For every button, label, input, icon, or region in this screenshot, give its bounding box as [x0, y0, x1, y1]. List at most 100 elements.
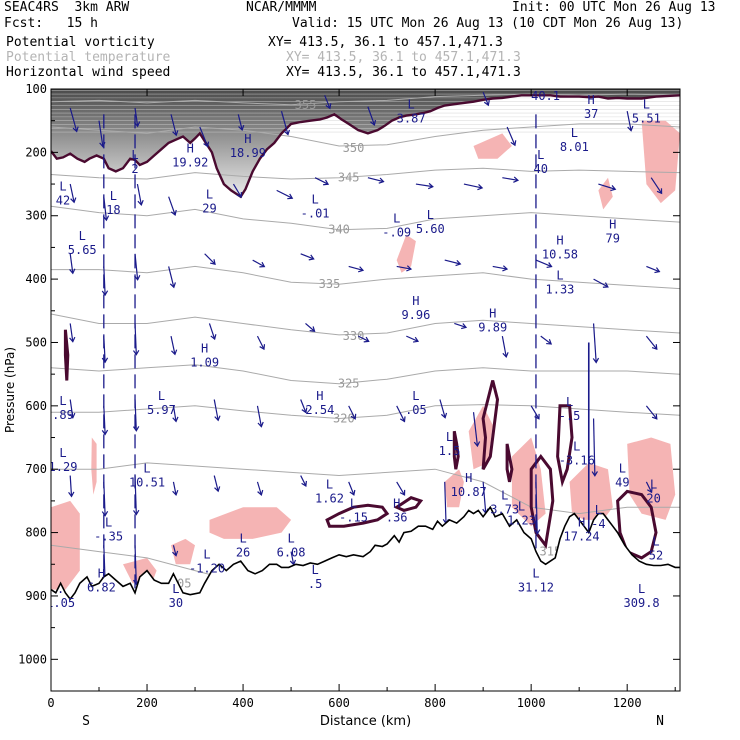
wind-arrow — [592, 323, 597, 363]
extremum-type: L — [287, 531, 294, 545]
wind-arrow — [396, 481, 406, 496]
wind-arrow — [69, 475, 73, 497]
extremum-type: L — [131, 148, 138, 162]
extremum-value: 19.92 — [172, 156, 208, 170]
extremum-value: 29 — [202, 201, 216, 215]
wind-arrow — [170, 114, 177, 136]
wind-arrow — [170, 336, 176, 355]
wind-arrow — [444, 259, 461, 265]
wind-arrow — [172, 545, 177, 556]
wind-arrow — [626, 111, 632, 131]
extremum-type: H — [465, 471, 472, 485]
wind-arrow — [502, 177, 519, 181]
extremum-type: L — [643, 97, 650, 111]
pink-wind-region — [473, 133, 512, 159]
pink-wind-region — [171, 538, 195, 565]
wind-arrow-head — [238, 125, 245, 132]
extremum-value: -3.16 — [559, 454, 595, 468]
wind-arrow — [256, 405, 262, 427]
x-tick-label: 400 — [232, 696, 254, 710]
wind-arrow — [367, 177, 384, 183]
extremum-type: L — [532, 566, 539, 580]
extremum-value: 6.82 — [87, 580, 116, 594]
extremum-type: L — [427, 208, 434, 222]
wind-arrow-head — [602, 282, 609, 288]
wind-arrow — [472, 412, 479, 447]
extremum-type: L — [407, 97, 414, 111]
wind-arrow-head — [210, 334, 217, 341]
x-tick-label: 1000 — [517, 696, 546, 710]
extremum-type: L — [59, 394, 66, 408]
extremum-type: L — [110, 189, 117, 203]
y-tick-label: 600 — [25, 399, 47, 413]
extremum-type: L — [566, 395, 573, 409]
endpoint-label-south: S — [82, 714, 90, 729]
extremum-value: 1.09 — [190, 355, 219, 369]
wind-arrow-head — [214, 486, 221, 493]
project-label: SEAC4RS 3km ARW — [4, 0, 130, 15]
extremum-value: .05 — [405, 403, 427, 417]
x-tick-label: 600 — [328, 696, 350, 710]
wind-arrow-head — [169, 282, 176, 289]
extremum-value: -1.20 — [189, 561, 225, 575]
wind-arrow-head — [257, 421, 264, 428]
wind-arrow-head — [654, 267, 661, 274]
y-tick-label: 1000 — [18, 652, 47, 666]
wind-arrow-head — [283, 129, 290, 136]
wind-arrow-head — [170, 209, 177, 216]
wind-arrow-head — [546, 339, 553, 345]
theta-contour — [51, 544, 220, 578]
wind-arrow — [280, 111, 289, 135]
wind-arrow-head — [72, 126, 79, 133]
wind-arrow-head — [69, 336, 76, 343]
wind-arrow — [134, 107, 139, 127]
pink-wind-region — [627, 437, 676, 520]
stratosphere-shading — [51, 89, 680, 197]
wind-arrow-head — [363, 336, 370, 343]
wind-arrow — [172, 405, 177, 422]
wind-arrow-head — [101, 511, 109, 517]
y-tick-label: 200 — [25, 145, 47, 159]
y-tick-label: 300 — [25, 209, 47, 223]
theta-contour-label: 335 — [319, 277, 341, 291]
extremum-value: 49 — [615, 476, 629, 490]
wind-arrow-head — [101, 290, 109, 297]
extremum-value: -.01 — [301, 206, 330, 220]
wind-arrow — [69, 253, 74, 274]
theta-contour — [51, 404, 680, 420]
wind-arrow-head — [68, 491, 75, 498]
extremum-type: H — [393, 497, 400, 511]
init-label: Init: 00 UTC Mon 26 Aug 13 — [512, 0, 716, 15]
wind-arrow-head — [325, 103, 332, 110]
wind-arrow — [204, 253, 216, 265]
wind-arrow — [208, 323, 216, 340]
extremum-value: 18.99 — [230, 146, 266, 160]
x-axis-label: Distance (km) — [320, 714, 411, 729]
extremum-type: L — [239, 531, 246, 545]
wind-arrow-head — [513, 176, 520, 183]
wind-arrow-head — [483, 100, 490, 107]
wind-arrow-head — [656, 188, 663, 195]
extremum-value: 31.12 — [518, 580, 554, 594]
extremum-value: 37 — [584, 107, 598, 121]
extremum-value: 5.65 — [68, 243, 97, 257]
wind-arrow — [300, 399, 307, 413]
theta-contour — [51, 265, 680, 290]
wind-arrow — [592, 418, 596, 476]
theta-contour-label: 330 — [343, 329, 365, 343]
wind-arrow — [134, 323, 137, 355]
wind-arrow-head — [350, 413, 357, 420]
theta-contour-label: 355 — [295, 98, 317, 112]
pv-contour — [325, 503, 390, 528]
pv-contour — [556, 404, 574, 488]
axes: 100 200 300 400 500 600 700 800 900 1000 0 200 400 60… — [3, 82, 681, 729]
wind-arrow-head — [651, 413, 658, 420]
wind-arrow — [256, 481, 262, 496]
field-xy-pv: XY= 413.5, 36.1 to 457.1,471.3 — [268, 35, 503, 50]
extremum-value: 6.08 — [277, 545, 306, 559]
extremum-value: 1.29 — [49, 460, 78, 474]
wind-arrow-head — [455, 259, 462, 267]
wind-arrow-head — [132, 350, 140, 356]
extremum-type: H — [244, 132, 251, 146]
wind-arrow — [646, 265, 660, 273]
